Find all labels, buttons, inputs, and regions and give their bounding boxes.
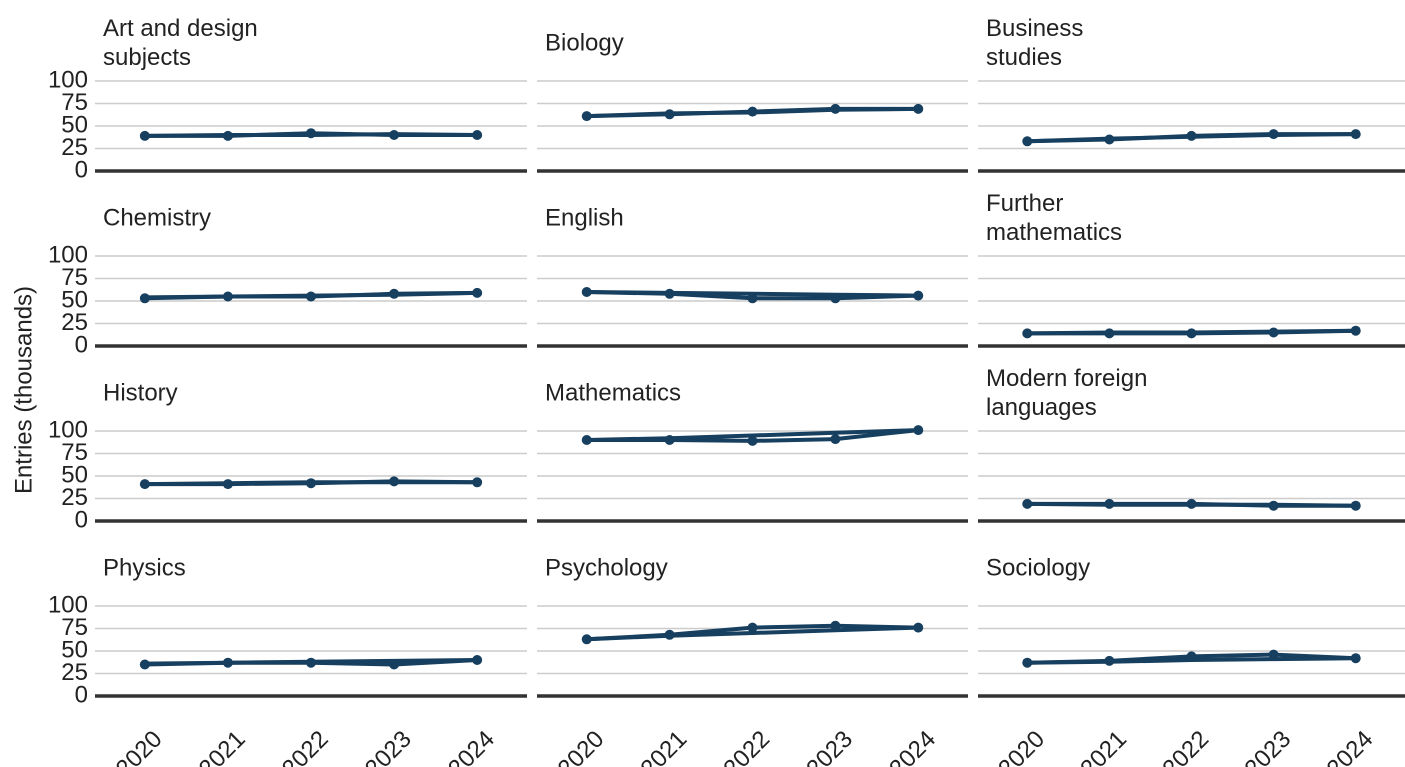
point (830, 434, 841, 445)
y-tick-label: 0 (75, 681, 88, 708)
y-tick-label: 50 (61, 461, 88, 488)
line (586, 428, 919, 442)
y-tick-label: 75 (61, 439, 88, 466)
x-tick-label: 2021 (194, 726, 251, 767)
panel-title: English (545, 204, 624, 232)
panel-title: Further mathematics (986, 190, 1123, 246)
line (1027, 501, 1356, 508)
x-tick-label: 2021 (635, 726, 692, 767)
x-tick-label: 2023 (801, 726, 858, 767)
line (144, 480, 478, 487)
panel-title: Art and design subjects (103, 15, 258, 71)
y-tick-label: 25 (61, 134, 88, 161)
x-tick-label: 2021 (1075, 726, 1132, 767)
y-tick-label: 75 (61, 264, 88, 291)
line (1027, 656, 1356, 665)
panel-title: Chemistry (103, 204, 212, 232)
x-tick-label: 2020 (553, 726, 610, 767)
x-tick-label: 2022 (1157, 726, 1214, 767)
x-tick-label: 2022 (277, 726, 334, 767)
y-tick-label: 100 (48, 241, 88, 268)
y-tick-label: 0 (75, 506, 88, 533)
y-tick-label: 75 (61, 614, 88, 641)
panel-title: Biology (545, 29, 624, 57)
x-tick-label: 2022 (718, 726, 775, 767)
y-tick-label: 100 (48, 416, 88, 443)
line (586, 290, 919, 298)
line (586, 106, 919, 119)
panel-title: Sociology (986, 554, 1091, 582)
y-tick-label: 50 (61, 111, 88, 138)
point (747, 435, 758, 446)
x-tick-label: 2024 (1322, 726, 1379, 767)
x-tick-label: 2020 (111, 726, 168, 767)
x-tick-label: 2023 (1239, 726, 1296, 767)
y-tick-label: 25 (61, 659, 88, 686)
y-tick-label: 0 (75, 331, 88, 358)
y-tick-label: 100 (48, 66, 88, 93)
x-tick-label: 2023 (360, 726, 417, 767)
y-tick-label: 50 (61, 286, 88, 313)
x-tick-label: 2024 (443, 726, 500, 767)
line (144, 132, 478, 138)
y-axis-label: Entries (thousands) (10, 286, 37, 494)
panel-title: Physics (103, 554, 186, 582)
panel-title: Modern foreign languages (986, 365, 1148, 421)
panel-title: Mathematics (545, 379, 682, 407)
line (1027, 328, 1356, 336)
line (1027, 132, 1356, 144)
y-tick-label: 100 (48, 591, 88, 618)
y-tick-label: 25 (61, 309, 88, 336)
y-tick-label: 0 (75, 156, 88, 183)
x-tick-label: 2024 (884, 726, 941, 767)
panel-title: Business studies (986, 15, 1084, 71)
x-tick-label: 2020 (993, 726, 1050, 767)
point (747, 622, 758, 633)
line (144, 290, 478, 300)
y-tick-label: 50 (61, 636, 88, 663)
y-tick-label: 75 (61, 89, 88, 116)
panel-title: History (103, 379, 178, 407)
panel-title: Psychology (545, 554, 668, 582)
line (586, 625, 919, 642)
y-tick-label: 25 (61, 484, 88, 511)
line (144, 658, 478, 666)
